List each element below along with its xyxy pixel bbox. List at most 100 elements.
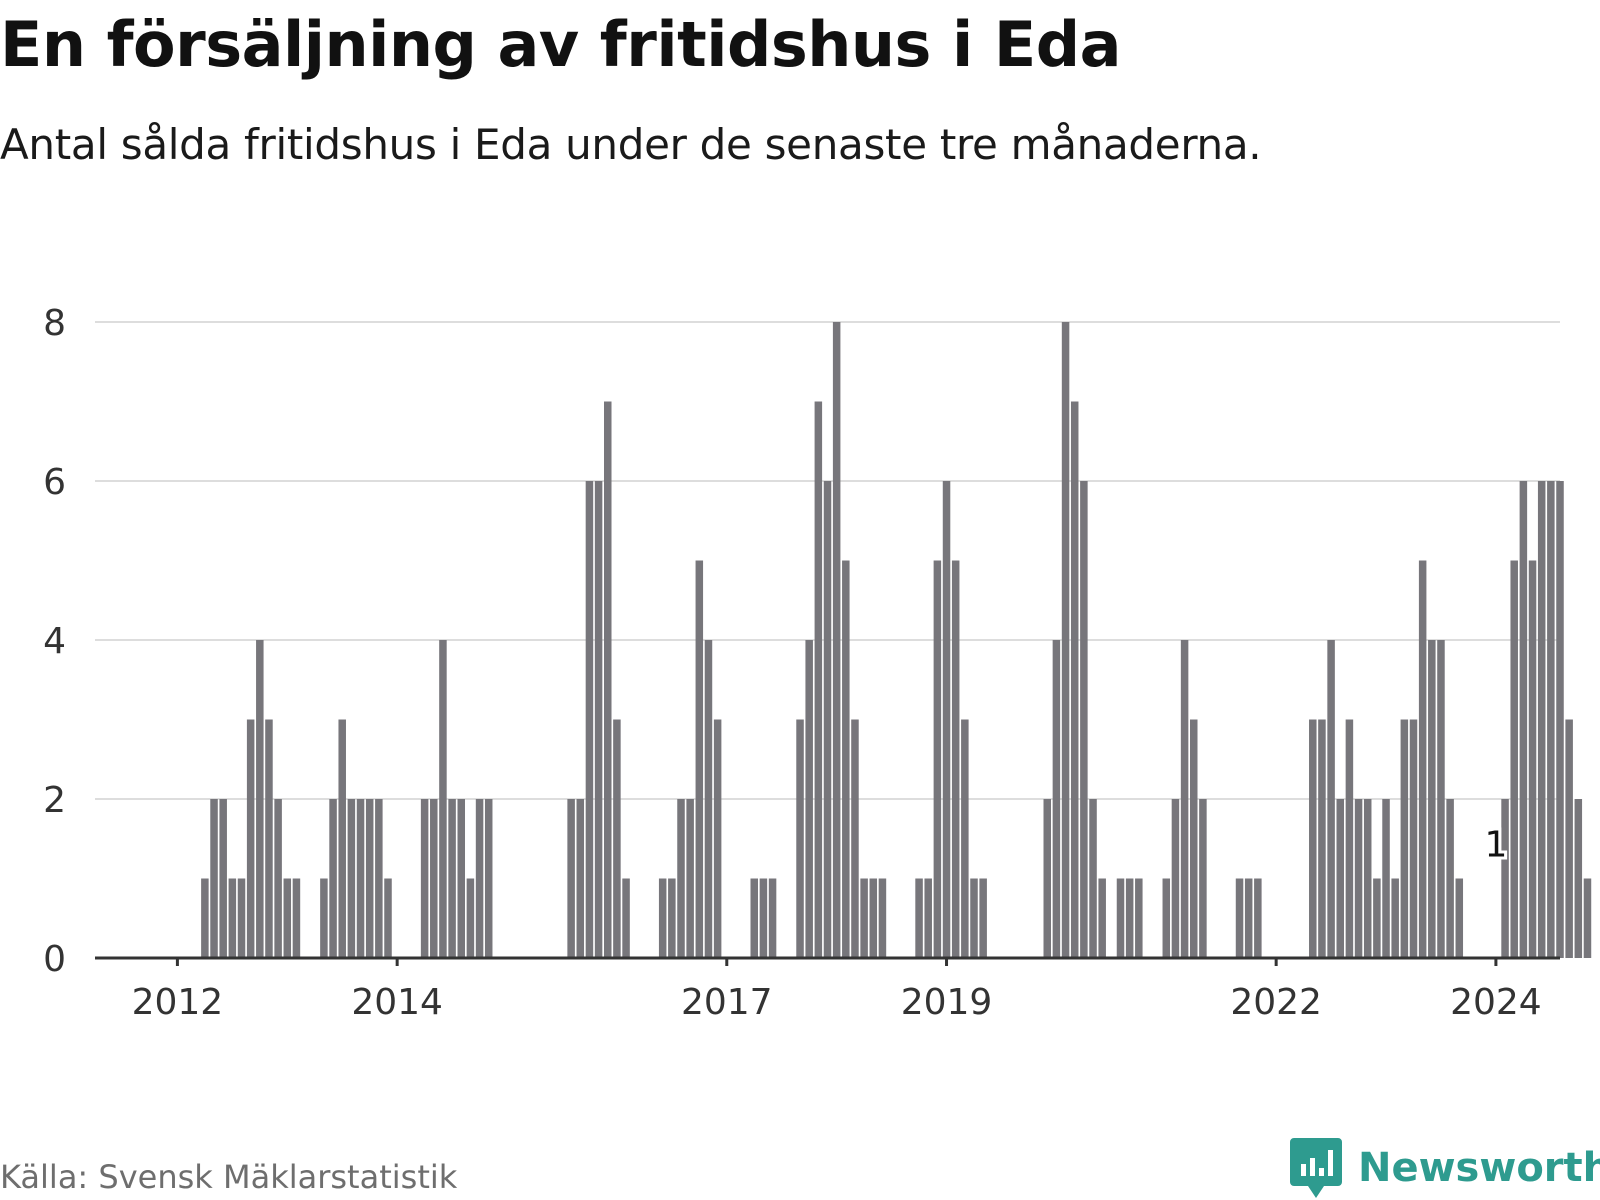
- bar: [951, 560, 960, 958]
- bar: [1428, 640, 1436, 958]
- newsworthy-logo-icon: [1290, 1138, 1342, 1198]
- bar: [457, 799, 466, 958]
- bar: [365, 799, 374, 958]
- bar: [1510, 560, 1518, 958]
- y-tick-label: 4: [43, 621, 66, 662]
- bar: [604, 401, 612, 958]
- bar: [237, 878, 246, 958]
- bar: [201, 878, 209, 958]
- bar: [1254, 878, 1262, 958]
- brand-name: Newsworthy: [1358, 1145, 1600, 1191]
- bar: [292, 878, 301, 958]
- x-tick-label: 2019: [901, 982, 993, 1023]
- bar: [823, 481, 832, 958]
- bar: [622, 878, 630, 958]
- bar: [356, 799, 365, 958]
- bar: [851, 719, 859, 958]
- bar: [246, 719, 255, 958]
- bar: [1061, 322, 1070, 958]
- bar: [1125, 878, 1134, 958]
- bar: [219, 799, 227, 958]
- chart-subtitle: Antal sålda fritidshus i Eda under de se…: [0, 120, 1262, 169]
- bar: [1235, 878, 1244, 958]
- bar: [1528, 560, 1537, 958]
- bar: [933, 560, 942, 958]
- bar: [658, 878, 667, 958]
- bar: [585, 481, 594, 958]
- bar: [1135, 878, 1143, 958]
- bar: [942, 481, 951, 958]
- bar: [704, 640, 713, 958]
- bar: [842, 560, 850, 958]
- bar: [484, 799, 493, 958]
- bar: [1363, 799, 1372, 958]
- bar: [1070, 401, 1079, 958]
- bar: [1501, 799, 1509, 958]
- bar: [384, 878, 392, 958]
- bar: [439, 640, 447, 958]
- bar: [1080, 481, 1088, 958]
- bar: [347, 799, 356, 958]
- x-tick-label: 2022: [1230, 982, 1322, 1023]
- source-note: Källa: Svensk Mäklarstatistik: [0, 1158, 458, 1196]
- x-tick-label: 2014: [351, 982, 443, 1023]
- bar: [759, 878, 768, 958]
- bar: [1089, 799, 1097, 958]
- bar: [1455, 878, 1464, 958]
- bar: [375, 799, 383, 958]
- bar: [1336, 799, 1345, 958]
- x-tick-label: 2017: [681, 982, 773, 1023]
- bar: [1180, 640, 1189, 958]
- bar: [1574, 799, 1583, 958]
- bar: [1547, 481, 1555, 958]
- bar: [1437, 640, 1445, 958]
- y-tick-label: 0: [43, 939, 66, 980]
- bar: [768, 878, 777, 958]
- bar: [448, 799, 456, 958]
- bar: [961, 719, 969, 958]
- bar: [1190, 719, 1198, 958]
- bar: [613, 719, 621, 958]
- bar: [1043, 799, 1052, 958]
- y-tick-label: 2: [43, 780, 66, 821]
- bar: [475, 799, 484, 958]
- bar: [979, 878, 987, 958]
- bar: [1354, 799, 1363, 958]
- bar: [1446, 799, 1454, 958]
- bar: [1327, 640, 1335, 958]
- bar: [970, 878, 978, 958]
- bar: [1098, 878, 1106, 958]
- bar: [924, 878, 932, 958]
- bar: [1537, 481, 1546, 958]
- bar: [210, 799, 218, 958]
- bar: [677, 799, 685, 958]
- bar: [466, 878, 475, 958]
- bar: [256, 640, 264, 958]
- bar: [228, 878, 237, 958]
- bar: [1418, 560, 1427, 958]
- bar: [265, 719, 273, 958]
- bar: [869, 878, 878, 958]
- bars: [201, 322, 1592, 958]
- bar: [576, 799, 585, 958]
- x-tick-label: 2012: [132, 982, 224, 1023]
- bar: [814, 401, 823, 958]
- brand-logo: Newsworthy: [1290, 1138, 1600, 1198]
- bar: [1409, 719, 1418, 958]
- bar: [1199, 799, 1207, 958]
- bar: [878, 878, 887, 958]
- bar: [796, 719, 804, 958]
- bar: [1382, 799, 1390, 958]
- highlight-value-label: 1: [1484, 825, 1507, 866]
- bar: [1519, 481, 1528, 958]
- bar: [1052, 640, 1061, 958]
- bar: [430, 799, 438, 958]
- x-tick-label: 2024: [1450, 982, 1542, 1023]
- bar: [283, 878, 292, 958]
- bar: [1391, 878, 1399, 958]
- bar: [832, 322, 841, 958]
- bar: [1171, 799, 1180, 958]
- bar: [695, 560, 704, 958]
- bar: [750, 878, 759, 958]
- axes: 0 2 4 6 8 1 2012 2014 2017 2019 2022 2024: [43, 303, 1560, 1023]
